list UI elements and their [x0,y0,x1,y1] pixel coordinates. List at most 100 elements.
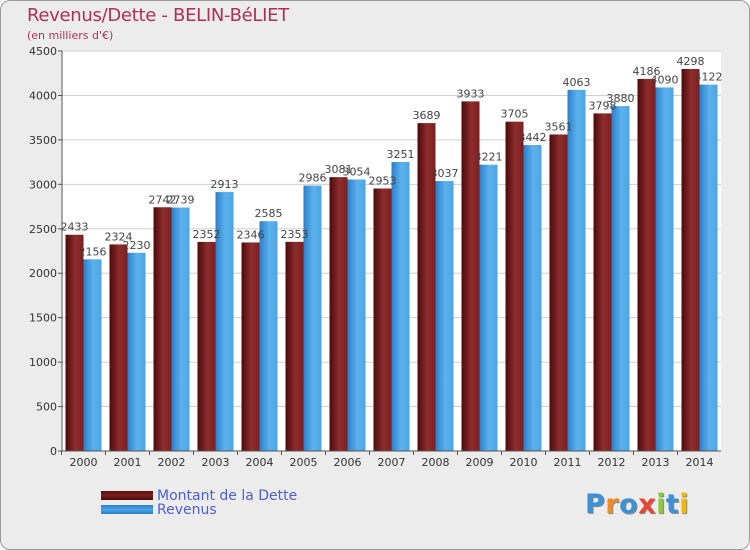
data-label-debt: 2352 [193,228,221,241]
data-label-revenus: 2585 [255,207,283,220]
data-label-debt: 2433 [61,221,89,234]
bar-debt [417,123,436,451]
bar-revenus [435,181,454,452]
bar-debt [329,177,348,451]
y-tick-label: 500 [36,401,57,414]
bar-debt [197,241,216,451]
legend-swatch-revenus [101,505,153,514]
data-label-debt: 3933 [457,87,485,100]
y-tick-label: 4500 [29,45,57,58]
x-tick-label: 2000 [70,456,98,469]
legend-label-debt: Montant de la Dette [157,488,298,504]
data-label-revenus: 2913 [211,178,239,191]
data-label-debt: 4186 [633,65,661,78]
x-tick-label: 2003 [202,456,230,469]
bar-revenus [127,252,146,451]
bar-debt [285,241,304,451]
logo-letter: x [638,489,657,520]
data-label-debt: 2742 [149,193,177,206]
data-label-debt: 4298 [677,55,705,68]
data-label-revenus: 3221 [475,151,503,164]
logo-letter: t [665,489,680,520]
bar-revenus [567,89,586,451]
data-label-revenus: 3442 [519,131,547,144]
x-tick-label: 2002 [158,456,186,469]
bar-debt [505,121,524,452]
data-label-revenus: 2739 [167,194,195,207]
bar-debt [637,78,656,452]
y-tick-label: 3000 [29,178,57,191]
data-label-debt: 3561 [545,120,573,133]
data-label-revenus: 4090 [651,73,679,86]
y-tick-label: 2500 [29,223,57,236]
data-label-revenus: 4063 [563,76,591,89]
bar-revenus [215,192,234,452]
x-tick-label: 2010 [510,456,538,469]
bar-debt [153,207,172,451]
axes: 0 500 1000 1500 2000 2500 3000 3500 4000 4500 2000… [29,45,721,469]
data-label-debt: 3081 [325,163,353,176]
bar-debt [109,244,128,451]
bar-debt [593,113,612,452]
bar-revenus [83,259,102,451]
legend-label-revenus: Revenus [157,502,217,518]
data-label-debt: 2953 [369,175,397,188]
chart-subtitle: (en milliers d'€) [27,29,114,42]
bar-revenus [303,185,322,452]
logo-letter: i [679,489,690,520]
logo-letter: P [585,489,606,520]
data-label-revenus: 2986 [299,172,327,185]
legend-swatch-debt [101,491,153,500]
bar-debt [241,242,260,451]
data-label-revenus: 3251 [387,148,415,161]
x-tick-label: 2012 [598,456,626,469]
x-tick-label: 2005 [290,456,318,469]
x-tick-label: 2001 [114,456,142,469]
proxiti-logo: Proxiti [585,489,689,520]
x-tick-label: 2014 [686,456,714,469]
data-label-debt: 3798 [589,99,617,112]
y-tick-label: 3500 [29,134,57,147]
x-tick-label: 2011 [554,456,582,469]
y-tick-label: 4000 [29,89,57,102]
data-label-revenus: 2156 [79,245,107,258]
data-label-revenus: 3037 [431,167,459,180]
bar-debt [65,234,84,451]
bar-debt [373,188,392,451]
x-tick-label: 2006 [334,456,362,469]
x-tick-label: 2004 [246,456,274,469]
x-tick-label: 2007 [378,456,406,469]
data-label-revenus: 3054 [343,166,371,179]
bar-revenus [611,106,630,451]
data-label-debt: 3705 [501,108,529,121]
y-tick-label: 0 [50,445,57,458]
bar-debt [681,68,700,451]
bar-debt [549,134,568,451]
logo-letter: i [656,489,666,520]
bar-debt [461,101,480,452]
data-label-debt: 2353 [281,228,309,241]
bar-revenus [259,221,278,451]
x-tick-label: 2013 [642,456,670,469]
data-label-revenus: 3880 [607,92,635,105]
data-label-revenus: 2230 [123,239,151,252]
chart-title: Revenus/Dette - BELIN-BéLIET [27,5,289,26]
logo-letter: r [605,489,620,520]
data-label-debt: 2324 [105,230,133,243]
logo-letter: o [619,489,639,520]
y-tick-label: 1500 [29,312,57,325]
x-tick-label: 2008 [422,456,450,469]
y-tick-label: 2000 [29,267,57,280]
data-label-debt: 3689 [413,109,441,122]
data-label-debt: 2346 [237,228,265,241]
bar-revenus [655,87,674,451]
data-label-revenus: 4122 [695,71,723,84]
x-tick-label: 2009 [466,456,494,469]
bar-revenus [699,84,718,451]
bar-revenus [479,164,498,451]
bar-revenus [391,162,410,451]
bars [65,68,718,452]
